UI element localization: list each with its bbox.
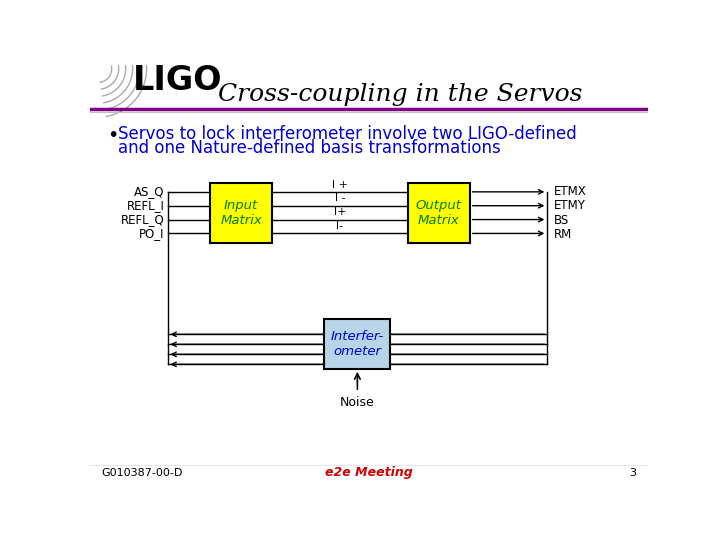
Text: ETMX: ETMX bbox=[554, 185, 586, 198]
Text: 3: 3 bbox=[629, 468, 636, 478]
Text: l+: l+ bbox=[333, 207, 346, 217]
Text: LIGO: LIGO bbox=[132, 64, 222, 97]
Bar bbox=[408, 183, 469, 242]
Bar bbox=[325, 319, 390, 369]
Text: BS: BS bbox=[554, 214, 569, 227]
Text: PO_I: PO_I bbox=[139, 227, 164, 240]
Text: l -: l - bbox=[335, 193, 346, 204]
Text: Interfer-
ometer: Interfer- ometer bbox=[330, 330, 384, 358]
Text: G010387-00-D: G010387-00-D bbox=[102, 468, 183, 478]
Text: Output
Matrix: Output Matrix bbox=[415, 199, 462, 227]
Text: Cross-coupling in the Servos: Cross-coupling in the Servos bbox=[217, 83, 582, 105]
Text: l-: l- bbox=[336, 221, 343, 231]
Text: and one Nature-defined basis transformations: and one Nature-defined basis transformat… bbox=[118, 139, 500, 157]
Text: •: • bbox=[107, 126, 118, 145]
Text: REFL_I: REFL_I bbox=[127, 199, 164, 212]
Text: l +: l + bbox=[332, 179, 348, 190]
Text: Servos to lock interferometer involve two LIGO-defined: Servos to lock interferometer involve tw… bbox=[118, 125, 577, 143]
Text: RM: RM bbox=[554, 228, 572, 241]
Bar bbox=[210, 183, 272, 242]
Text: Input
Matrix: Input Matrix bbox=[220, 199, 262, 227]
Text: ETMY: ETMY bbox=[554, 199, 585, 212]
Text: REFL_Q: REFL_Q bbox=[121, 213, 164, 226]
Text: AS_Q: AS_Q bbox=[134, 185, 164, 198]
Text: Noise: Noise bbox=[340, 396, 374, 409]
Text: e2e Meeting: e2e Meeting bbox=[325, 467, 413, 480]
